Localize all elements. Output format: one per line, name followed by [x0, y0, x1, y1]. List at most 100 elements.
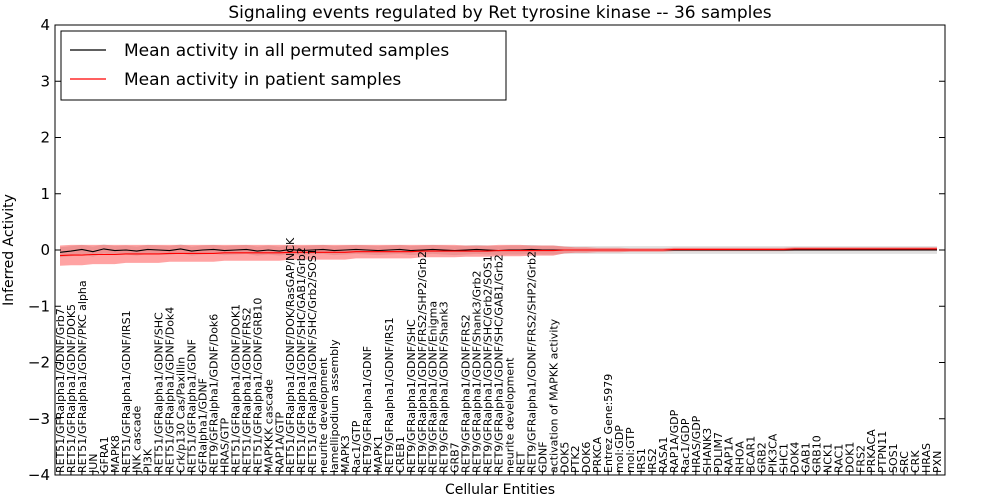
- x-tick-label: PI3K: [142, 448, 155, 473]
- legend-label-permuted: Mean activity in all permuted samples: [124, 41, 449, 61]
- x-tick-label: RHOA: [734, 441, 747, 473]
- legend-frame: [60, 30, 507, 101]
- x-tick-label: Crk/p130 Cas/Paxillin: [175, 357, 188, 473]
- x-tick-label: GRB7: [449, 442, 462, 473]
- x-tick-label: activation of MAPKK activity: [547, 318, 560, 473]
- x-tick-label: HRAS/GTP: [218, 417, 231, 473]
- x-tick-label: RET9/GFRalpha1/GDNF/SHC/Grb2/SOS1: [482, 255, 495, 473]
- x-tick-label: SHC1: [778, 443, 791, 473]
- x-tick-label: IRS1: [635, 448, 648, 473]
- y-tick-label: 3: [40, 72, 50, 90]
- y-tick-label: 4: [40, 16, 50, 34]
- x-tick-label: RET51/GFRalpha1/GDNF/FRS2: [240, 307, 253, 473]
- legend-label-patient: Mean activity in patient samples: [124, 70, 401, 90]
- x-tick-label: FRS2: [854, 445, 867, 473]
- x-tick-label: mol:GDP: [613, 425, 626, 473]
- x-tick-label: PRKCA: [591, 436, 604, 473]
- x-tick-label: mol:GTP: [624, 427, 637, 473]
- x-tick-label: RET9/GFRalpha1/GDNF/Shank3/Grb2: [471, 271, 484, 474]
- x-tick-label: JNK cascade: [131, 406, 144, 474]
- x-tick-label: GRB10: [810, 435, 823, 473]
- x-tick-label: MAPKKK cascade: [262, 379, 275, 473]
- x-tick-label: PXN: [931, 451, 944, 473]
- y-axis: −4 −3 −2 −1 0 1 2 3 4: [28, 16, 945, 484]
- x-tick-label: RET51/GFRalpha1/GDNF/SHC/GAB1/Grb2: [295, 247, 308, 473]
- x-tick-label: RET9/GFRalpha1/GDNF/FRS2: [460, 314, 473, 473]
- x-tick-label: MAPK1: [372, 435, 385, 473]
- x-tick-label: PRKACA: [865, 429, 878, 473]
- x-tick-label: DOK5: [558, 442, 571, 473]
- x-tick-label: RET: [514, 451, 527, 473]
- x-tick-label: PTPN11: [876, 431, 889, 473]
- x-tick-label: Entrez Gene:5979: [602, 374, 615, 473]
- x-tick-label: JUN: [87, 453, 100, 474]
- x-tick-label: SRC: [898, 451, 911, 473]
- x-tick-label: RET51/GFRalpha1/GDNF/DOK5: [65, 304, 78, 473]
- x-tick-label: RET51/GFRalpha1/GDNF/GRB10: [251, 298, 264, 473]
- x-tick-label: RET9/GFRalpha1/GDNF/SHC/GAB1/Grb2: [493, 254, 506, 473]
- x-tick-label: GRB2: [756, 442, 769, 473]
- y-tick-label: −4: [28, 466, 50, 484]
- x-tick-label: DOK1: [843, 442, 856, 473]
- x-tick-label: CREB1: [394, 436, 407, 473]
- y-tick-label: −3: [28, 410, 50, 428]
- chart-title: Signaling events regulated by Ret tyrosi…: [228, 3, 771, 23]
- x-tick-label: HRAS: [920, 443, 933, 473]
- x-tick-label: lamellipodium assembly: [328, 339, 341, 473]
- x-tick-label: GDNF: [536, 441, 549, 473]
- x-tick-label: NCK1: [821, 443, 834, 473]
- x-axis: RET51/GFRalpha1/GDNF/Grb7RET51/GFRalpha1…: [54, 237, 944, 475]
- x-tick-label: RAP1A/GTP: [273, 412, 286, 473]
- x-tick-label: neurite development: [504, 357, 517, 473]
- x-tick-label: Rac1/GTP: [350, 420, 363, 473]
- x-tick-label: MAPK3: [339, 435, 352, 473]
- x-tick-label: PIK3CA: [767, 433, 780, 473]
- x-tick-label: GFRA1: [98, 436, 111, 473]
- y-tick-label: 2: [40, 129, 50, 147]
- x-tick-label: HRAS/GDP: [690, 415, 703, 473]
- x-tick-label: RET9/GFRalpha1/GDNF/FRS2/SHP2/Grb2: [525, 251, 538, 473]
- y-tick-label: −1: [28, 297, 50, 315]
- x-tick-label: RET9/GFRalpha1/GDNF/Dok6: [208, 314, 221, 473]
- y-tick-label: 0: [40, 241, 50, 259]
- x-tick-label: CRK: [909, 450, 922, 473]
- x-tick-label: RAP1A/GDP: [668, 409, 681, 473]
- legend: Mean activity in all permuted samples Me…: [60, 30, 507, 101]
- x-tick-label: RET51/GFRalpha1/GDNF/SHC: [153, 312, 166, 473]
- x-tick-label: neurite development: [317, 357, 330, 473]
- x-tick-label: RET9/GFRalpha1/GDNF/FRS2/SHP2/Grb2: [416, 251, 429, 473]
- x-axis-title: Cellular Entities: [445, 482, 555, 498]
- y-tick-label: −2: [28, 354, 50, 372]
- x-tick-label: Rac1/GDP: [679, 418, 692, 473]
- x-tick-label: RET9/GFRalpha1/GDNF/Enigma: [427, 301, 440, 473]
- x-tick-label: IRS2: [646, 448, 659, 473]
- x-tick-label: RET51/GFRalpha1/GDNF/IRS1: [120, 310, 133, 473]
- x-tick-label: BCAR1: [745, 436, 758, 473]
- x-tick-label: MAPK8: [109, 435, 122, 473]
- y-axis-title: Inferred Activity: [1, 194, 17, 306]
- x-tick-label: RET51/GFRalpha1/GDNF: [186, 339, 199, 473]
- x-tick-label: RET9/GFRalpha1/GDNF/IRS1: [383, 317, 396, 473]
- x-tick-label: RAC1: [832, 444, 845, 473]
- x-tick-label: GAB1: [800, 442, 813, 473]
- patient-mean-line: [59, 248, 937, 257]
- x-tick-label: RET51/GFRalpha1/GDNF/DOK1: [229, 304, 242, 473]
- x-tick-label: RET51/GFRalpha1/GDNF/Grb7: [54, 308, 67, 473]
- x-tick-label: RET9/GFRalpha1/GDNF/Shank3: [438, 301, 451, 473]
- x-tick-label: RET51/GFRalpha1/GDNF/SHC/Grb2/SOS1: [306, 248, 319, 473]
- x-tick-label: PDLIM7: [712, 432, 725, 473]
- x-tick-label: RAP1A: [723, 437, 736, 473]
- x-tick-label: RET9/GFRalpha1/GDNF: [361, 346, 374, 473]
- x-tick-label: RET51/GFRalpha1/GDNF/DOK/RasGAP/NCK: [284, 237, 297, 473]
- x-tick-label: SHANK3: [701, 428, 714, 473]
- x-tick-label: DOK6: [580, 442, 593, 473]
- x-tick-label: DOK4: [789, 442, 802, 473]
- x-tick-label: SOS1: [887, 443, 900, 473]
- x-tick-label: GFRalpha1/GDNF: [197, 378, 210, 473]
- y-tick-label: 1: [40, 185, 50, 203]
- x-tick-label: PTK2: [569, 445, 582, 473]
- x-tick-label: RET9/GFRalpha1/GDNF/SHC: [405, 319, 418, 473]
- x-tick-label: RET51/GFRalpha1/GDNF/PKC alpha: [76, 280, 89, 473]
- x-tick-label: RASA1: [657, 437, 670, 473]
